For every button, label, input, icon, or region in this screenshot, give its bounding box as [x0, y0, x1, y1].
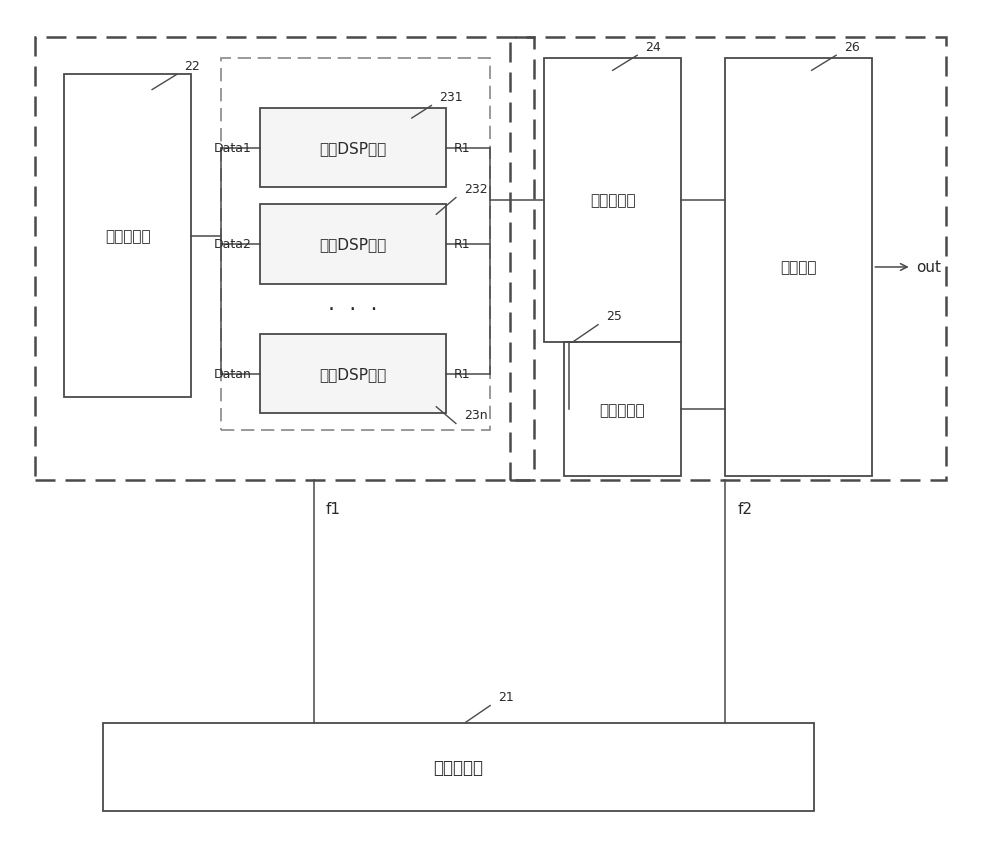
Text: R1: R1 [454, 238, 471, 251]
Text: 第二存储器: 第二存储器 [590, 194, 636, 208]
Text: out: out [916, 260, 942, 276]
Bar [260, 334, 446, 414]
Text: 测试单元: 测试单元 [781, 260, 817, 276]
Text: 22: 22 [184, 60, 200, 73]
Bar [221, 59, 490, 431]
Bar [34, 38, 534, 481]
Text: R1: R1 [454, 368, 471, 380]
Bar [544, 59, 681, 343]
Text: 25: 25 [606, 310, 622, 322]
Text: f1: f1 [326, 502, 341, 517]
Text: 231: 231 [439, 90, 463, 104]
Text: 待测DSP单元: 待测DSP单元 [319, 367, 387, 382]
Text: 232: 232 [464, 183, 487, 196]
Text: 21: 21 [498, 690, 514, 703]
Text: Data1: Data1 [214, 142, 252, 155]
Bar [510, 38, 946, 481]
Text: 待测DSP单元: 待测DSP单元 [319, 141, 387, 156]
Bar [103, 723, 814, 811]
Text: Data2: Data2 [214, 238, 252, 251]
Text: R1: R1 [454, 142, 471, 155]
Text: ·  ·  ·: · · · [328, 299, 378, 320]
Text: 24: 24 [645, 41, 661, 54]
Bar [564, 343, 681, 477]
Bar [260, 109, 446, 189]
Text: 23n: 23n [464, 409, 487, 421]
Text: 26: 26 [844, 41, 860, 54]
Text: 第一存储器: 第一存储器 [105, 229, 150, 244]
Bar [64, 75, 191, 397]
Bar [725, 59, 872, 477]
Text: Datan: Datan [214, 368, 252, 380]
Text: 第三存储器: 第三存储器 [600, 403, 645, 417]
Bar [260, 205, 446, 284]
Text: 时钟管理器: 时钟管理器 [433, 758, 483, 776]
Text: f2: f2 [737, 502, 752, 517]
Text: 待测DSP单元: 待测DSP单元 [319, 237, 387, 252]
